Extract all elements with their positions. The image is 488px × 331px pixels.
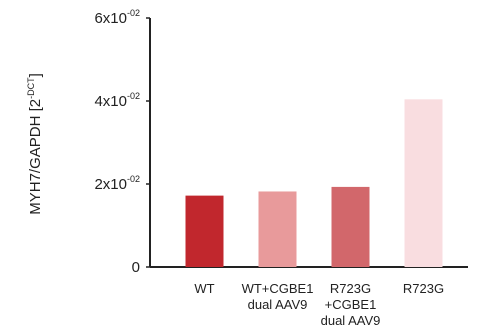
x-tick-label: R723G <box>403 281 444 296</box>
bar-3 <box>331 186 370 267</box>
y-tick-label: 4x10-02 <box>94 91 140 110</box>
bar-2 <box>258 191 297 267</box>
y-tick-label: 0 <box>132 259 140 276</box>
y-tick-label-exponent: -02 <box>127 8 140 18</box>
x-tick-label: WT+CGBE1 dual AAV9 <box>242 281 314 312</box>
bar-4 <box>404 99 443 267</box>
x-tick-label-line: dual AAV9 <box>321 313 381 328</box>
y-axis-label: MYH7/GAPDH [2-DCT] <box>26 73 44 215</box>
y-axis-label-sup: -DCT <box>26 77 36 99</box>
y-axis-label-close: ] <box>27 73 44 77</box>
x-tick-label-line: +CGBE1 <box>325 297 377 312</box>
y-tick-label: 6x10-02 <box>94 8 140 27</box>
x-tick-label: R723G +CGBE1 dual AAV9 <box>321 281 381 328</box>
y-tick-label: 2x10-02 <box>94 174 140 193</box>
x-tick-label-line: dual AAV9 <box>248 297 308 312</box>
x-tick-label-line: R723G <box>403 281 444 296</box>
y-tick-label-exponent: -02 <box>127 91 140 101</box>
x-tick-label-line: R723G <box>330 281 371 296</box>
y-tick-label-base: 0 <box>132 259 140 276</box>
bar-1 <box>185 195 224 267</box>
y-tick-label-base: 6x10 <box>94 10 127 27</box>
x-tick-label-line: WT+CGBE1 <box>242 281 314 296</box>
y-tick-label-exponent: -02 <box>127 174 140 184</box>
y-tick-label-base: 2x10 <box>94 176 127 193</box>
x-tick-label: WT <box>194 281 214 296</box>
y-axis-label-main: MYH7/GAPDH [2 <box>27 99 44 215</box>
x-tick-label-line: WT <box>194 281 214 296</box>
bars <box>185 99 443 267</box>
y-tick-label-base: 4x10 <box>94 93 127 110</box>
